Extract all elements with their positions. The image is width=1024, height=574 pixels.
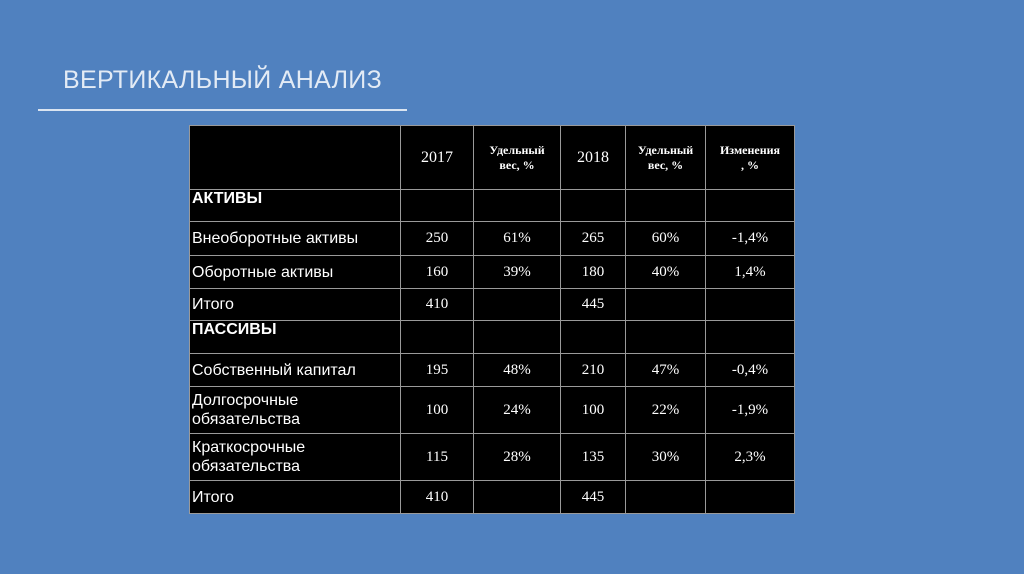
- header-share-2017: Удельный вес, %: [473, 125, 561, 190]
- share-2018: 30%: [625, 433, 706, 481]
- share-2017: 48%: [473, 353, 561, 387]
- section-row-liabilities: ПАССИВЫ: [189, 320, 795, 354]
- header-share-2017-line1: Удельный: [489, 142, 545, 157]
- value-2018: 135: [560, 433, 626, 481]
- section-row-assets: АКТИВЫ: [189, 189, 795, 222]
- share-2017: [473, 480, 561, 514]
- section-label-liabilities: ПАССИВЫ: [189, 320, 401, 354]
- share-2018: 47%: [625, 353, 706, 387]
- table-row: Внеоборотные активы 250 61% 265 60% -1,4…: [189, 221, 795, 256]
- table-row: Краткосрочные обязательства 115 28% 135 …: [189, 433, 795, 481]
- header-empty-cell: [189, 125, 401, 190]
- header-change: Изменения , %: [705, 125, 795, 190]
- change: -1,4%: [705, 221, 795, 256]
- header-share-2017-line2: вес, %: [499, 157, 535, 172]
- value-2017: 100: [400, 386, 474, 434]
- vertical-analysis-table: 2017 Удельный вес, % 2018 Удельный вес, …: [189, 125, 795, 514]
- row-label: Внеоборотные активы: [189, 221, 401, 256]
- row-label: Долгосрочные обязательства: [189, 386, 401, 434]
- title-underline: [38, 109, 407, 111]
- table-row: Итого 410 445: [189, 288, 795, 321]
- value-2018: 180: [560, 255, 626, 289]
- value-2018: 210: [560, 353, 626, 387]
- header-share-2018-line1: Удельный: [637, 142, 694, 157]
- value-2018: 265: [560, 221, 626, 256]
- table-row: Собственный капитал 195 48% 210 47% -0,4…: [189, 353, 795, 387]
- share-2018: [625, 288, 706, 321]
- header-change-line1: Изменения: [719, 142, 781, 157]
- table-row: Оборотные активы 160 39% 180 40% 1,4%: [189, 255, 795, 289]
- share-2017: 28%: [473, 433, 561, 481]
- table-row: Итого 410 445: [189, 480, 795, 514]
- change: [705, 480, 795, 514]
- share-2017: 39%: [473, 255, 561, 289]
- header-2017: 2017: [400, 125, 474, 190]
- row-label: Краткосрочные обязательства: [189, 433, 401, 481]
- value-2017: 410: [400, 480, 474, 514]
- share-2018: 40%: [625, 255, 706, 289]
- share-2018: 22%: [625, 386, 706, 434]
- header-2018: 2018: [560, 125, 626, 190]
- value-2018: 100: [560, 386, 626, 434]
- value-2017: 195: [400, 353, 474, 387]
- header-row: 2017 Удельный вес, % 2018 Удельный вес, …: [189, 125, 795, 190]
- share-2017: [473, 288, 561, 321]
- change: -0,4%: [705, 353, 795, 387]
- share-2018: 60%: [625, 221, 706, 256]
- header-share-2018: Удельный вес, %: [625, 125, 706, 190]
- change: 2,3%: [705, 433, 795, 481]
- change: -1,9%: [705, 386, 795, 434]
- value-2018: 445: [560, 480, 626, 514]
- value-2017: 410: [400, 288, 474, 321]
- row-label: Итого: [189, 480, 401, 514]
- share-2017: 61%: [473, 221, 561, 256]
- section-label-assets: АКТИВЫ: [189, 189, 401, 222]
- row-label: Собственный капитал: [189, 353, 401, 387]
- row-label: Итого: [189, 288, 401, 321]
- share-2017: 24%: [473, 386, 561, 434]
- slide-title: ВЕРТИКАЛЬНЫЙ АНАЛИЗ: [63, 66, 382, 94]
- share-2018: [625, 480, 706, 514]
- change: [705, 288, 795, 321]
- value-2017: 115: [400, 433, 474, 481]
- value-2018: 445: [560, 288, 626, 321]
- table-row: Долгосрочные обязательства 100 24% 100 2…: [189, 386, 795, 434]
- header-change-line2: , %: [741, 157, 759, 172]
- value-2017: 160: [400, 255, 474, 289]
- value-2017: 250: [400, 221, 474, 256]
- change: 1,4%: [705, 255, 795, 289]
- row-label: Оборотные активы: [189, 255, 401, 289]
- header-share-2018-line2: вес, %: [647, 157, 684, 172]
